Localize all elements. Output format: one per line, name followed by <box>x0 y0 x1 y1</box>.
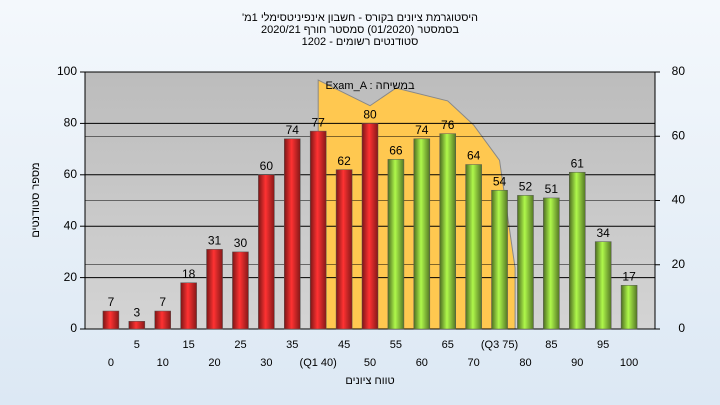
bar <box>491 189 508 330</box>
data-label: 80 <box>363 108 377 122</box>
y2-tick-label: 80 <box>672 64 686 78</box>
y-axis-label: מספר סטודנטים <box>30 162 42 237</box>
x-tick-label: 95 <box>597 339 609 351</box>
data-label: 7 <box>159 295 166 309</box>
x-tick-label: 15 <box>183 339 195 351</box>
y-tick-label: 40 <box>64 218 78 232</box>
x-tick-label: 55 <box>390 339 402 351</box>
x-tick-label: (Q1 40) <box>300 357 337 369</box>
x-tick-label: 20 <box>208 357 220 369</box>
bar <box>335 169 353 330</box>
bar <box>258 174 275 330</box>
data-label: 77 <box>312 115 326 129</box>
data-label: 18 <box>182 267 196 281</box>
bar <box>102 310 120 330</box>
x-tick-label: 60 <box>416 357 428 369</box>
y-tick-label: 20 <box>64 270 78 284</box>
x-tick-label: 45 <box>338 339 350 351</box>
bar <box>620 285 638 330</box>
bar <box>569 171 586 330</box>
x-tick-label: (Q3 75) <box>481 339 518 351</box>
data-label: 64 <box>467 149 481 163</box>
bar <box>387 159 405 330</box>
data-label: 52 <box>519 180 533 194</box>
data-label: 61 <box>571 156 585 170</box>
bar <box>206 249 223 330</box>
bar <box>413 138 431 330</box>
data-label: 74 <box>415 123 429 137</box>
x-tick-label: 85 <box>545 339 557 351</box>
bar <box>128 321 146 330</box>
x-tick-label: 5 <box>134 339 140 351</box>
x-tick-label: 50 <box>364 357 376 369</box>
bar <box>594 241 612 330</box>
x-tick-label: 0 <box>108 357 114 369</box>
data-label: 54 <box>493 174 507 188</box>
data-label: 17 <box>622 269 636 283</box>
bar <box>309 130 327 330</box>
y-tick-label: 0 <box>70 321 77 335</box>
bar <box>517 195 534 330</box>
chart-title: היסטוגרמת ציונים בקורס - חשבון אינפיניטס… <box>242 11 478 24</box>
data-label: 34 <box>597 226 611 240</box>
y2-tick-label: 0 <box>678 321 685 335</box>
data-label: 76 <box>441 118 455 132</box>
bar <box>439 133 456 330</box>
data-label: 51 <box>545 182 559 196</box>
x-tick-label: 65 <box>442 339 454 351</box>
data-label: 3 <box>133 305 140 319</box>
bar <box>180 282 197 330</box>
bar <box>284 138 301 330</box>
data-label: 62 <box>337 154 351 168</box>
data-label: 31 <box>208 234 222 248</box>
y-tick-label: 100 <box>57 64 77 78</box>
x-tick-label: 35 <box>286 339 298 351</box>
y-tick-label: 80 <box>64 116 78 130</box>
bar <box>543 197 560 330</box>
bar <box>232 251 249 330</box>
x-tick-label: 30 <box>260 357 272 369</box>
y2-tick-label: 40 <box>672 193 686 207</box>
x-tick-label: 90 <box>571 357 583 369</box>
x-tick-label: 100 <box>620 357 638 369</box>
y-tick-label: 60 <box>64 167 78 181</box>
x-tick-label: 25 <box>234 339 246 351</box>
y2-tick-label: 60 <box>672 128 686 142</box>
x-tick-label: 70 <box>468 357 480 369</box>
x-axis-label: טווח ציונים <box>345 375 394 387</box>
y2-tick-label: 20 <box>672 257 686 271</box>
chart-subtitle: סטודנטים רשומים - 1202 <box>302 36 419 48</box>
chart-subtitle: בסמסטר (01/2020) סמסטר חורף 2020/21 <box>261 24 459 36</box>
data-label: 30 <box>234 236 248 250</box>
data-label: 74 <box>286 123 300 137</box>
data-label: 66 <box>389 144 403 158</box>
bar <box>465 164 482 330</box>
bar <box>361 123 379 330</box>
data-label: 7 <box>108 295 115 309</box>
data-label: 60 <box>260 159 274 173</box>
x-tick-label: 80 <box>519 357 531 369</box>
bar <box>154 310 171 330</box>
x-tick-label: 10 <box>157 357 169 369</box>
annotation: Exam_A : במשיחה <box>325 80 414 92</box>
